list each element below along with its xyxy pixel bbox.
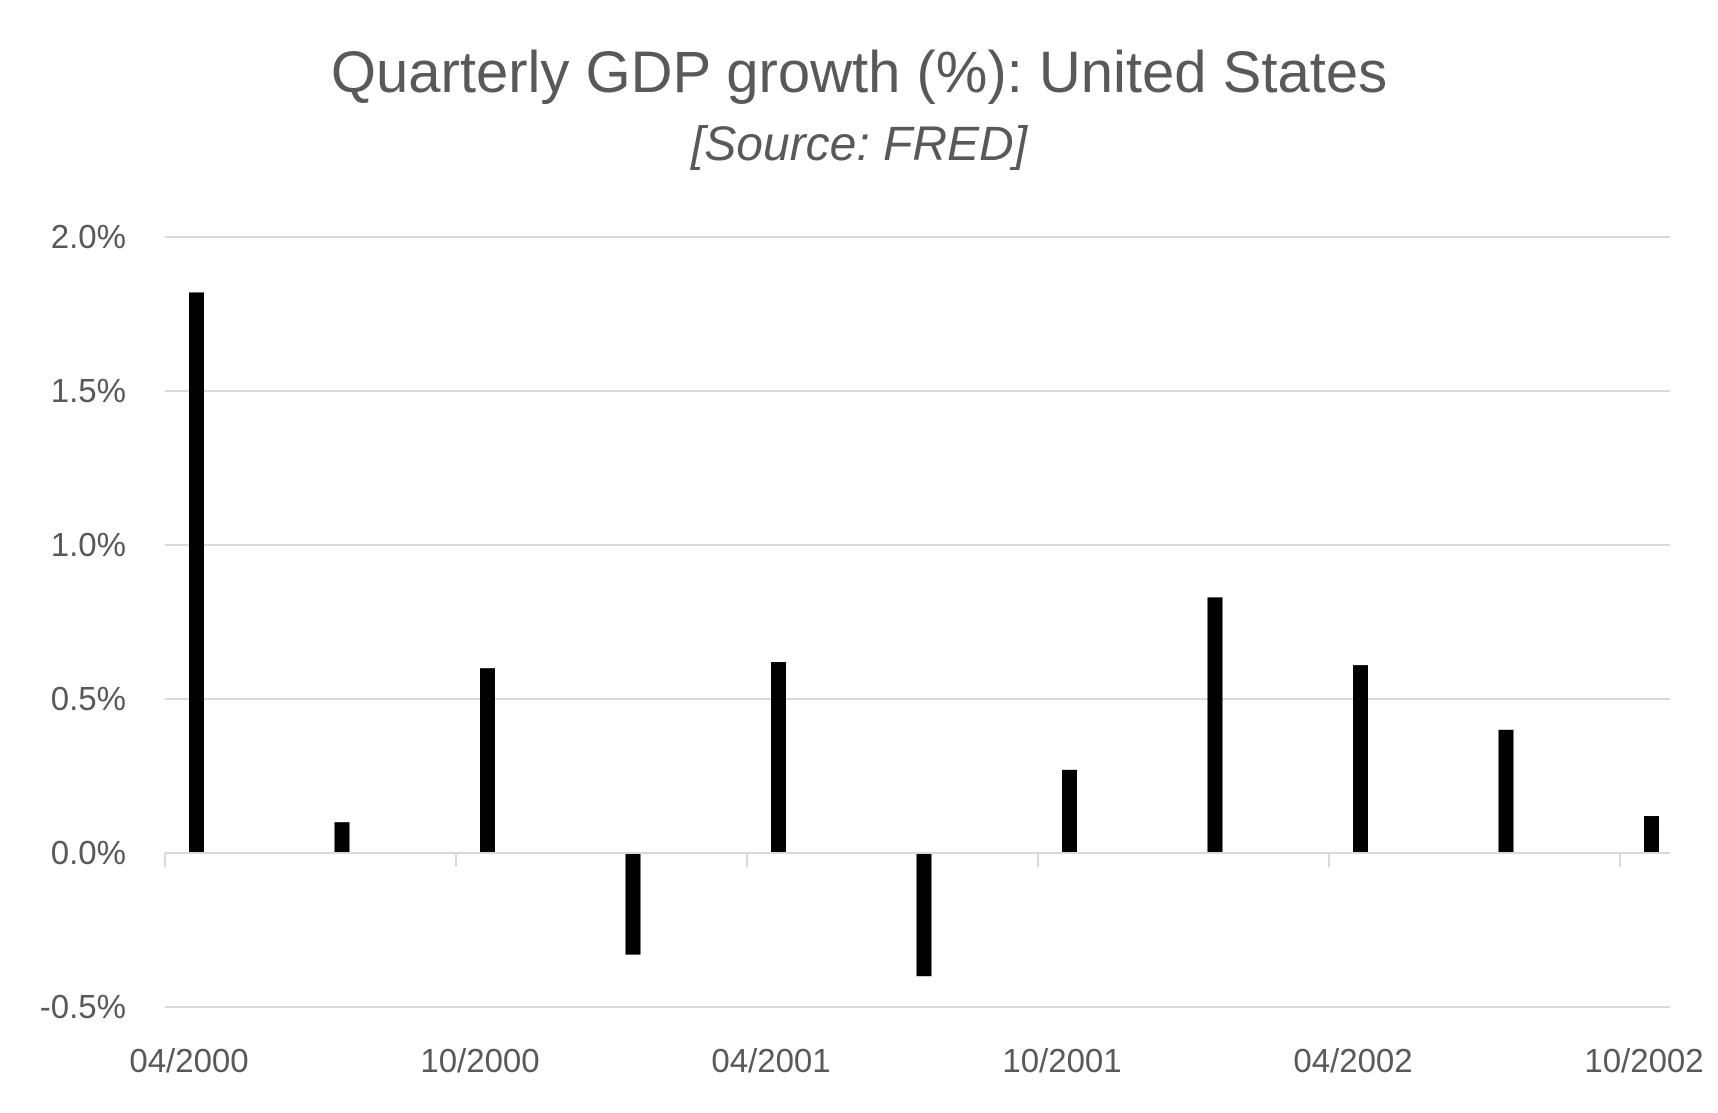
gridlines	[165, 236, 1670, 1008]
chart-subtitle: [Source: FRED]	[690, 118, 1028, 171]
x-tick-label: 04/2001	[711, 1042, 830, 1079]
y-tick-label: 1.5%	[51, 372, 126, 409]
x-tick-label: 10/2000	[420, 1042, 539, 1079]
bar	[189, 292, 204, 853]
bar	[625, 853, 641, 955]
bar	[771, 662, 786, 853]
bar	[334, 822, 350, 853]
y-tick-label: 1.0%	[51, 526, 126, 563]
x-axis: 04/2000 10/2000 04/2001 10/2001 04/2002 10/20…	[129, 852, 1704, 1079]
bar	[1498, 729, 1514, 853]
chart-title: Quarterly GDP growth (%): United States	[330, 40, 1388, 105]
y-tick-label: 0.5%	[51, 680, 126, 717]
x-tick-label: 04/2000	[129, 1042, 248, 1079]
y-tick-label: 0.0%	[51, 834, 126, 871]
bars	[189, 292, 1659, 977]
bar	[916, 853, 932, 977]
bar	[480, 668, 495, 853]
bar	[1207, 597, 1223, 853]
y-axis-tick-labels: 2.0% 1.5% 1.0% 0.5% 0.0% -0.5%	[40, 218, 126, 1025]
bar	[1062, 769, 1077, 853]
y-tick-label: 2.0%	[51, 218, 126, 255]
y-tick-label: -0.5%	[40, 988, 126, 1025]
bar	[1644, 816, 1659, 853]
x-tick-label: 10/2002	[1584, 1042, 1703, 1079]
x-tick-label: 10/2001	[1002, 1042, 1121, 1079]
x-tick-label: 04/2002	[1293, 1042, 1412, 1079]
bar	[1353, 665, 1368, 853]
